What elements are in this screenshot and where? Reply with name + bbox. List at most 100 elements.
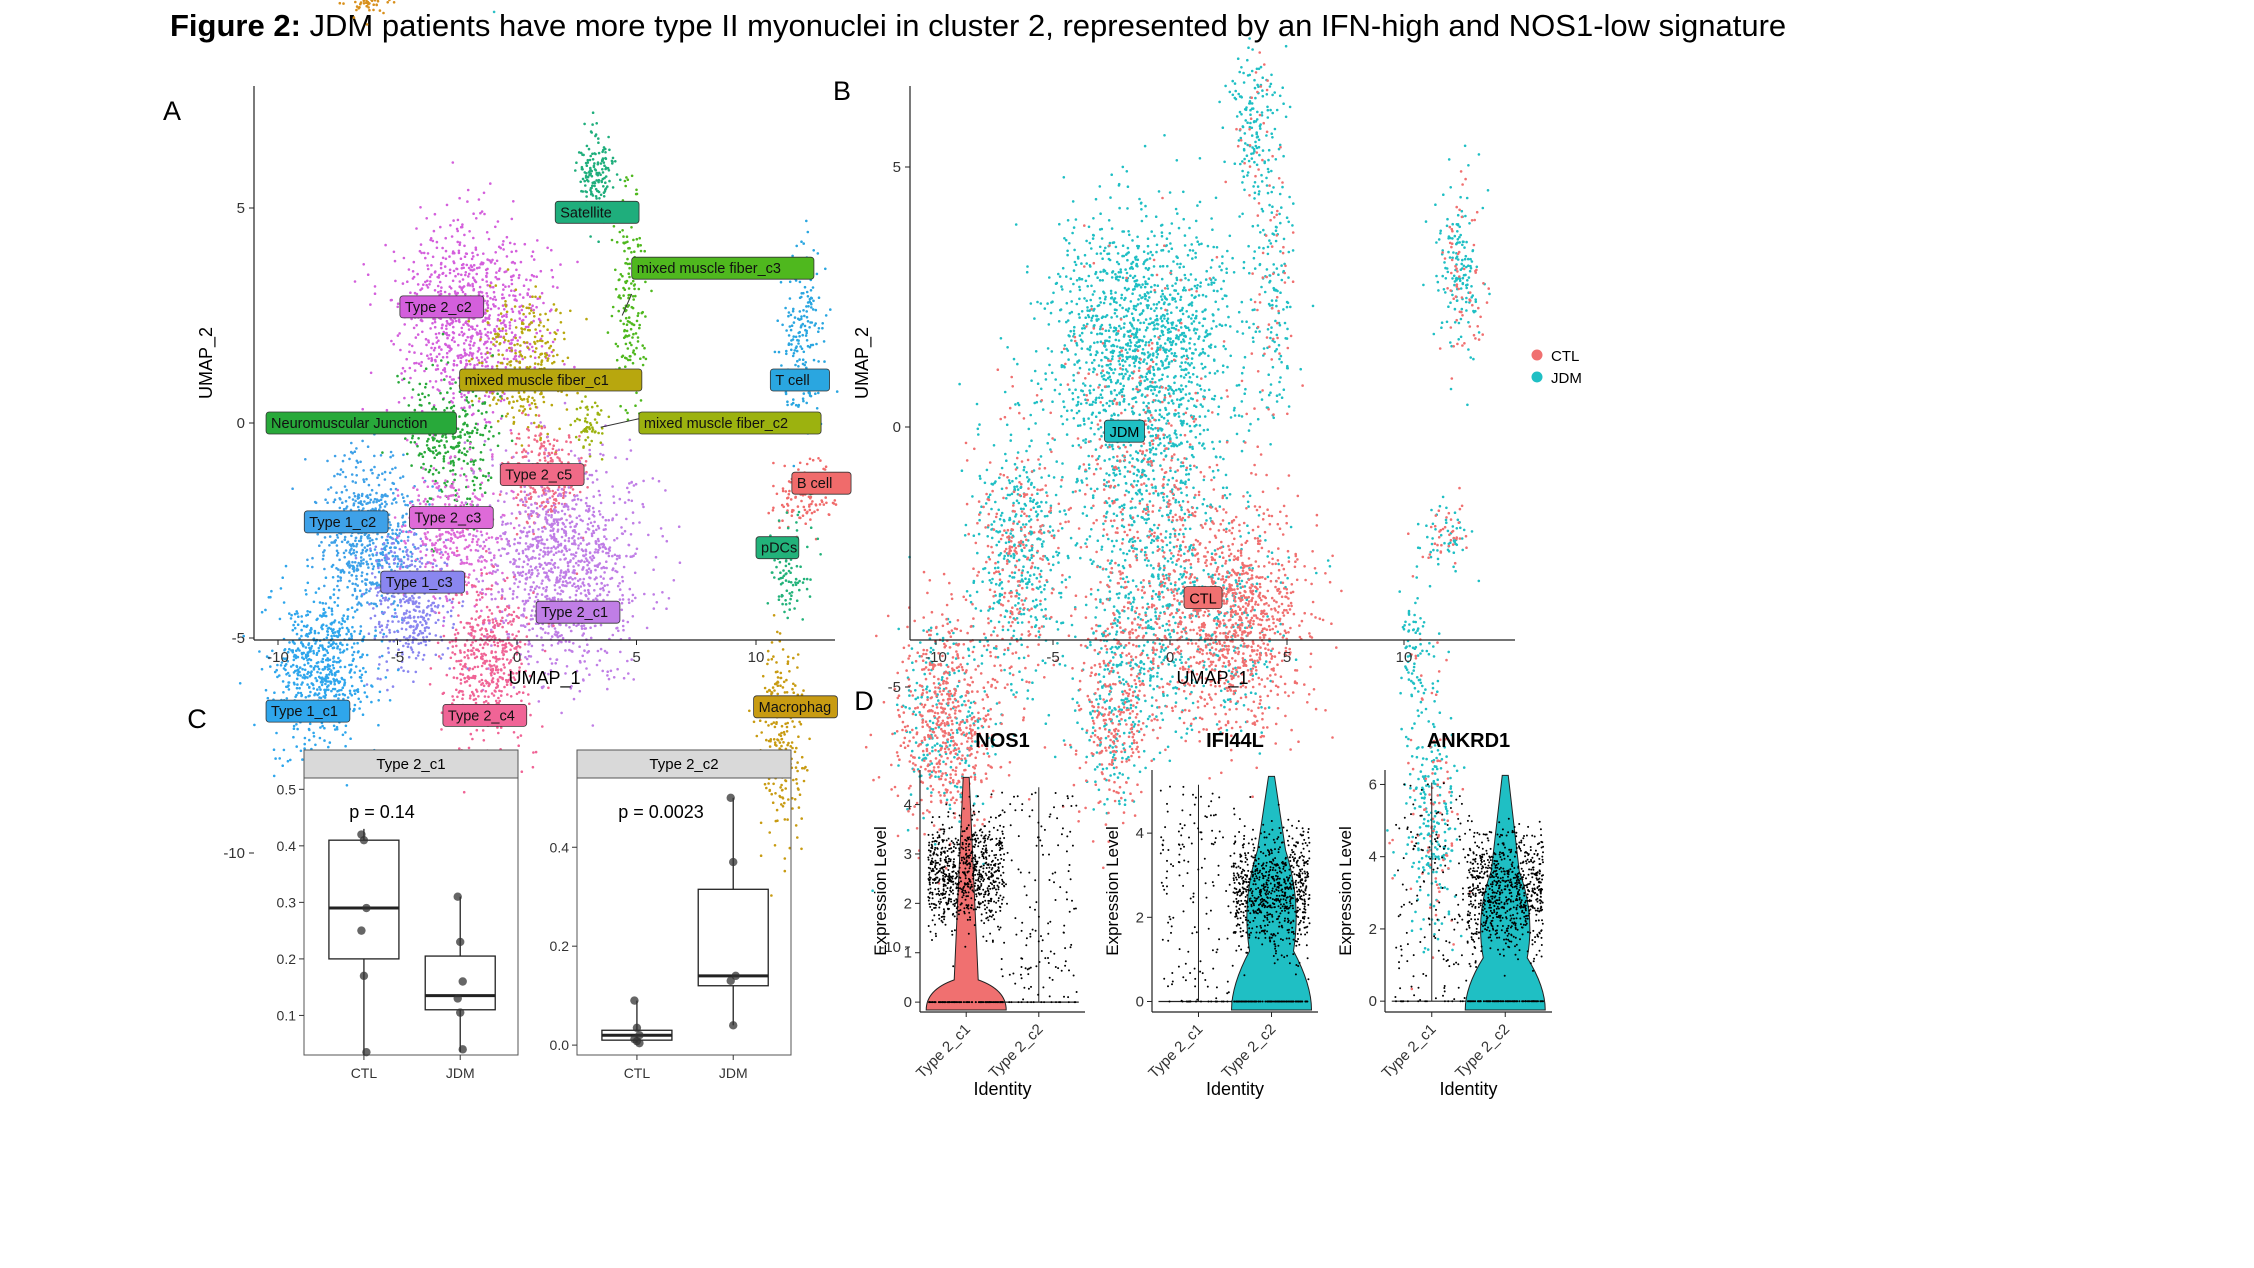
x-tick-label: -5 <box>1046 649 1059 666</box>
cluster-label: Type 1_c3 <box>386 575 453 591</box>
cluster-label: Macrophag <box>759 700 832 716</box>
data-point <box>630 996 639 1005</box>
y-tick-label: 2 <box>1369 921 1377 938</box>
y-tick-label: -10 <box>879 939 901 956</box>
cluster-label: Satellite <box>560 205 612 221</box>
y-tick-label: 0 <box>1369 993 1377 1010</box>
x-tick-label: 0 <box>1166 649 1174 666</box>
cluster-label: Type 2_c2 <box>405 300 472 316</box>
y-tick-label: -5 <box>232 630 245 647</box>
violin-facet: ANKRD1 0 2 4 6 Expression Level Type 2_c1 Type … <box>1336 730 1552 1099</box>
data-point <box>456 1008 465 1017</box>
jdm-label: JDM <box>1110 425 1140 441</box>
violin-shape <box>1464 774 1546 1011</box>
y-tick-label: 0 <box>893 419 901 436</box>
x-tick-label: 0 <box>513 649 521 666</box>
cluster-label: Type 2_c5 <box>505 468 572 484</box>
cluster-label: mixed muscle fiber_c1 <box>465 373 609 389</box>
cluster-label-box <box>769 368 830 392</box>
legend-label: JDM <box>1551 370 1582 387</box>
y-tick-label: 0.4 <box>550 839 570 855</box>
umap-a-points-18 <box>428 527 555 794</box>
cluster-label-box <box>554 200 640 224</box>
cluster-label-box <box>791 471 852 495</box>
x-axis-title: Identity <box>973 1079 1031 1099</box>
x-axis-title: UMAP_1 <box>1176 668 1248 689</box>
y-tick-label: 0.1 <box>277 1007 297 1023</box>
y-axis-title: Expression Level <box>1336 826 1355 955</box>
cluster-label-box <box>631 256 815 280</box>
x-axis-title: Identity <box>1439 1079 1497 1099</box>
violin-points <box>1466 817 1545 1003</box>
data-point <box>456 937 465 947</box>
x-tick-label: JDM <box>446 1065 475 1081</box>
x-tick-label: Type 2_c2 <box>1218 1021 1279 1082</box>
x-tick-label: CTL <box>351 1065 378 1081</box>
cluster-label: Type 1_c1 <box>271 704 338 720</box>
cluster-label-box <box>265 411 457 435</box>
y-tick-label: 0 <box>904 994 912 1011</box>
panel-c-letter: C <box>187 704 207 734</box>
figure-title-text: JDM patients have more type II myonuclei… <box>300 8 1787 43</box>
violin-title: ANKRD1 <box>1427 730 1510 752</box>
panel-b-letter: B <box>833 76 851 106</box>
y-tick-label: 2 <box>904 895 912 912</box>
violin-points <box>1159 785 1238 1003</box>
violin-points <box>927 793 1006 1004</box>
cluster-label: pDCs <box>761 541 797 557</box>
connector-line <box>621 293 633 316</box>
jdm-label-box <box>1104 419 1145 443</box>
data-point <box>453 994 462 1003</box>
cluster-label: Neuromuscular Junction <box>271 416 427 432</box>
x-tick-label: 5 <box>1283 649 1291 666</box>
data-point <box>458 1045 467 1054</box>
y-tick-label: 0.2 <box>550 938 570 954</box>
y-tick-label: 0.2 <box>277 951 297 967</box>
panel-a: A-10-50510151050-5-10UMAP_1UMAP_2Smooth … <box>163 0 852 897</box>
y-tick-label: 0 <box>237 415 245 432</box>
y-axis-title: Expression Level <box>871 826 890 955</box>
x-tick-label: -10 <box>925 649 947 666</box>
x-tick-label: CTL <box>624 1065 651 1081</box>
data-point <box>726 793 735 802</box>
x-axis-title: UMAP_1 <box>508 668 580 689</box>
x-tick-label: 10 <box>748 649 765 666</box>
plot-frame <box>576 777 792 1056</box>
violin-points <box>1394 782 1471 1003</box>
violin-points <box>999 791 1078 1004</box>
violin-facet: IFI44L 0 2 4 Expression Level Type 2_c1 Type 2… <box>1103 730 1318 1099</box>
x-tick-label: Type 2_c1 <box>1145 1021 1206 1082</box>
violin-title: NOS1 <box>975 730 1029 752</box>
y-tick-label: 0.4 <box>277 838 297 854</box>
x-tick-label: Type 2_c2 <box>1452 1021 1513 1082</box>
connector-line <box>600 418 639 428</box>
x-tick-label: Type 2_c1 <box>1379 1021 1440 1082</box>
data-point <box>632 1023 642 1032</box>
cluster-label: mixed muscle fiber_c3 <box>637 261 781 277</box>
facet-title: Type 2_c1 <box>376 756 445 773</box>
y-tick-label: 0.0 <box>550 1037 570 1053</box>
cluster-label: Type 2_c4 <box>448 708 515 724</box>
cluster-label-box <box>753 695 838 719</box>
y-tick-label: 0.3 <box>277 894 297 910</box>
x-axis-title: Identity <box>1206 1079 1264 1099</box>
x-tick-label: 10 <box>1396 649 1413 666</box>
y-tick-label: 3 <box>904 846 912 863</box>
data-point <box>458 977 467 986</box>
data-point <box>635 1038 644 1048</box>
y-tick-label: 5 <box>893 159 901 176</box>
p-value-annotation: p = 0.14 <box>349 802 415 822</box>
plot-frame <box>303 777 519 1056</box>
violin-facet: NOS1 0 1 2 3 4 Expression Level Type 2_c1 Type 2… <box>871 730 1085 1099</box>
x-tick-label: JDM <box>719 1065 748 1081</box>
box-iqr <box>328 839 400 960</box>
y-tick-label: -10 <box>223 845 245 862</box>
y-tick-label: 0.5 <box>277 781 297 797</box>
legend-swatch <box>1531 371 1543 383</box>
y-tick-label: 1 <box>904 945 912 962</box>
ctl-label-box <box>1183 586 1223 609</box>
panel-b: B-10-50510151050-5-10UMAP_1UMAP_2JDMCTLC… <box>833 37 1582 991</box>
data-point <box>357 926 366 935</box>
cluster-label: Type 1_c2 <box>309 515 376 531</box>
